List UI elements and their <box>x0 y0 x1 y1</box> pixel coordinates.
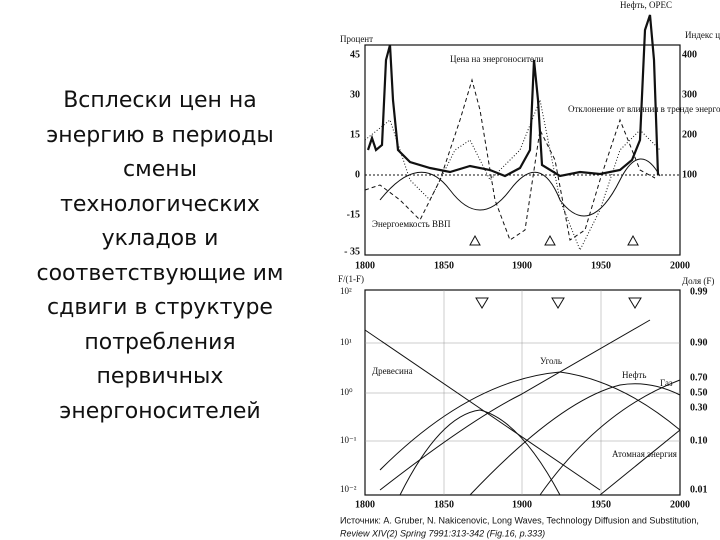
slide-text-line: укладов и <box>101 226 219 251</box>
y-tick-label: -15 <box>347 209 360 220</box>
y2-tick-label: 0.99 <box>690 286 708 297</box>
y2-tick-label: 400 <box>682 49 697 60</box>
slide-text-line: потребления <box>84 329 236 355</box>
slide-text-line: Всплески цен на <box>63 88 257 113</box>
x-tick-label: 2000 <box>670 260 690 271</box>
source: Review XIV(2) Spring 7991:313-342 (Fig.1… <box>340 528 545 538</box>
series-label: Атомная энергия <box>612 449 677 459</box>
annotation: Энергоемкость ВВП <box>372 219 451 229</box>
axis-title: Процент <box>340 34 373 44</box>
y-tick-label: 0 <box>355 169 360 180</box>
axis-title: Доля (F) <box>682 276 714 286</box>
slide-text: Всплески цен на энергию в периоды смены тех… <box>10 84 310 429</box>
slide-text-line: соответствующие им <box>36 260 284 286</box>
y2-tick-label: 0.30 <box>690 402 708 413</box>
y2-tick-label: 0.01 <box>690 484 708 495</box>
y-tick-label: 10⁻¹ <box>340 435 357 445</box>
y2-tick-label: 200 <box>682 129 697 140</box>
x-tick-label: 1850 <box>434 260 454 271</box>
y-tick-label: 45 <box>350 49 360 60</box>
axis-title: Индекс цен на энергоносители <box>685 30 720 40</box>
axis-title: F/(1-F) <box>338 274 364 284</box>
y2-tick-label: 0.70 <box>690 372 708 383</box>
x-tick-label: 1850 <box>434 499 454 510</box>
y2-tick-label: 0.10 <box>690 435 708 446</box>
annotation: Цена на энергоносители <box>450 54 544 64</box>
series-label: Древесина <box>372 366 413 376</box>
source: Источник: A. Gruber, N. Nakicenovic, Lon… <box>340 515 699 525</box>
x-tick-label: 1900 <box>512 499 532 510</box>
y2-tick-label: 0.50 <box>690 387 708 398</box>
y-tick-label: - 35 <box>344 246 360 257</box>
slide-text-line: технологических <box>60 191 260 217</box>
series-label: Газ <box>660 378 673 388</box>
y-tick-label: 10⁰ <box>340 387 353 397</box>
series-label: Уголь <box>540 356 562 366</box>
annotation: Отклонение от влияния в тренде энергопот… <box>568 104 720 114</box>
y2-tick-label: 0.90 <box>690 337 708 348</box>
slide-text-line: сдвиги в структуре <box>47 295 273 320</box>
y2-tick-label: 100 <box>682 169 697 180</box>
panel-header: Нефть, ОРЕС <box>620 0 672 10</box>
y-tick-label: 15 <box>350 129 360 140</box>
slide-text-line: первичных <box>96 364 224 389</box>
y-tick-label: 10² <box>340 286 352 296</box>
x-tick-label: 1900 <box>512 260 532 271</box>
x-tick-label: 1950 <box>591 260 611 271</box>
x-tick-label: 1950 <box>591 499 611 510</box>
markers <box>469 234 642 309</box>
slide-text-line: энергоносителей <box>59 398 261 424</box>
y-tick-label: 10⁻² <box>340 484 357 494</box>
y2-tick-label: 300 <box>682 89 697 100</box>
slide-text-line: энергию в периоды <box>46 122 274 148</box>
curves <box>364 14 681 496</box>
x-tick-label: 2000 <box>670 499 690 510</box>
slide-text-line: смены <box>123 157 197 182</box>
x-tick-label: 1800 <box>355 499 375 510</box>
frames <box>364 44 681 496</box>
y-tick-label: 30 <box>350 89 360 100</box>
y-tick-label: 10¹ <box>340 337 352 347</box>
x-tick-label: 1800 <box>355 260 375 271</box>
series-label: Нефть <box>622 370 646 380</box>
